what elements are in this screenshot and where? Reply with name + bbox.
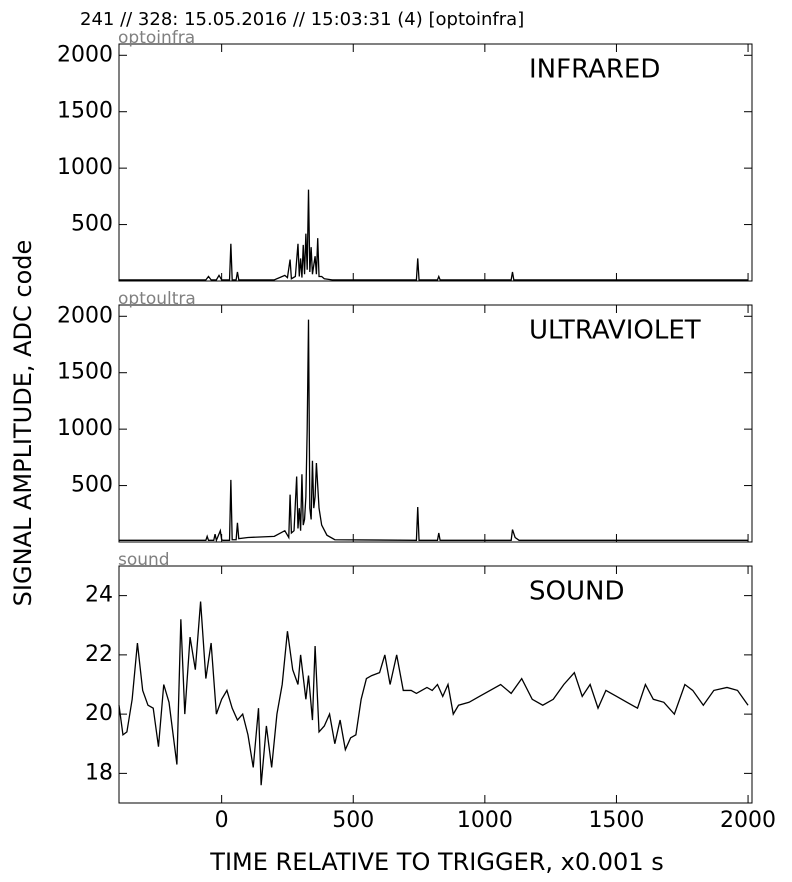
panel-title: INFRARED bbox=[529, 55, 660, 85]
header: 241 // 328: 15.05.2016 // 15:03:31 (4) [… bbox=[80, 9, 524, 30]
y-tick-label: 1000 bbox=[57, 416, 113, 441]
y-tick-label: 1000 bbox=[57, 155, 113, 180]
x-axis-label: TIME RELATIVE TO TRIGGER, x0.001 s bbox=[209, 848, 663, 876]
source-label: optoultra bbox=[118, 289, 196, 309]
signal-line bbox=[118, 601, 749, 786]
panel-title: ULTRAVIOLET bbox=[529, 316, 701, 346]
source-label: optoinfra bbox=[118, 28, 195, 48]
source-label: sound bbox=[118, 550, 170, 570]
y-tick-label: 22 bbox=[85, 642, 113, 667]
y-tick-label: 500 bbox=[71, 212, 113, 237]
y-tick-label: 24 bbox=[85, 583, 113, 608]
x-tick-label: 2000 bbox=[720, 808, 776, 833]
plot-frame bbox=[118, 304, 753, 543]
signal-line bbox=[119, 189, 749, 281]
y-tick-label: 500 bbox=[71, 473, 113, 498]
panel-title: SOUND bbox=[529, 577, 624, 607]
x-tick-label: 0 bbox=[215, 808, 229, 833]
y-tick-label: 1500 bbox=[57, 99, 113, 124]
plot-frame bbox=[118, 43, 753, 282]
y-tick-label: 2000 bbox=[57, 42, 113, 67]
y-tick-label: 2000 bbox=[57, 303, 113, 328]
x-tick-label: 1000 bbox=[457, 808, 513, 833]
y-tick-label: 18 bbox=[85, 760, 113, 785]
x-tick-label: 1500 bbox=[588, 808, 644, 833]
x-tick-label: 500 bbox=[332, 808, 374, 833]
y-tick-label: 20 bbox=[85, 701, 113, 726]
y-tick-label: 1500 bbox=[57, 360, 113, 385]
plot-frame bbox=[118, 565, 753, 804]
signal-line bbox=[119, 319, 749, 543]
y-axis-label: SIGNAL AMPLITUDE, ADC code bbox=[9, 240, 37, 607]
